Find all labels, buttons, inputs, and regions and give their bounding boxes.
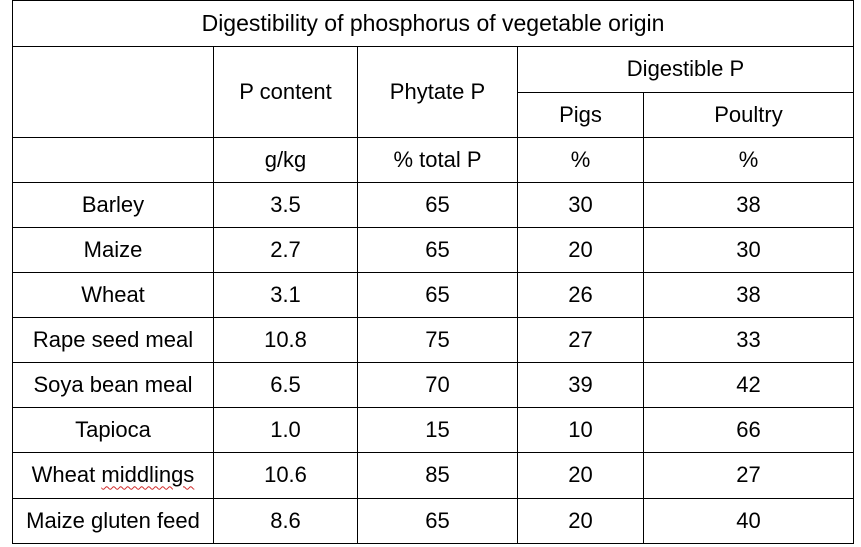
header-empty-cell [12, 46, 214, 138]
unit-poultry: % [643, 137, 854, 183]
unit-p-content: g/kg [213, 137, 358, 183]
unit-pigs: % [517, 137, 644, 183]
cell-p-content: 8.6 [213, 498, 358, 544]
cell-pigs: 30 [517, 182, 644, 228]
units-empty-cell [12, 137, 214, 183]
cell-poultry: 27 [643, 452, 854, 499]
cell-pigs: 10 [517, 407, 644, 453]
row-label-prefix: Wheat [31, 462, 102, 488]
cell-p-content: 3.1 [213, 272, 358, 318]
header-row-top: P content Phytate P Digestible P [12, 46, 854, 138]
row-label: Wheat [12, 272, 214, 318]
row-label: Barley [12, 182, 214, 228]
spellcheck-underlined-word: middlings [101, 462, 195, 488]
phosphorus-digestibility-table: Digestibility of phosphorus of vegetable… [12, 0, 854, 544]
cell-poultry: 66 [643, 407, 854, 453]
table-row: Maize 2.7 65 20 30 [12, 227, 854, 273]
cell-phytate-p: 65 [357, 498, 518, 544]
table-row: Wheat 3.1 65 26 38 [12, 272, 854, 318]
table-row: Maize gluten feed 8.6 65 20 40 [12, 498, 854, 544]
header-phytate-p: Phytate P [357, 46, 518, 138]
cell-pigs: 26 [517, 272, 644, 318]
table-row: Tapioca 1.0 15 10 66 [12, 407, 854, 453]
cell-phytate-p: 65 [357, 182, 518, 228]
header-p-content: P content [213, 46, 358, 138]
header-row-sub: Pigs Poultry [13, 92, 854, 138]
cell-pigs: 20 [517, 498, 644, 544]
row-label: Rape seed meal [12, 317, 214, 363]
cell-poultry: 40 [643, 498, 854, 544]
cell-p-content: 10.6 [213, 452, 358, 499]
cell-pigs: 39 [517, 362, 644, 408]
cell-p-content: 1.0 [213, 407, 358, 453]
cell-poultry: 42 [643, 362, 854, 408]
table-title: Digestibility of phosphorus of vegetable… [12, 0, 854, 47]
table-row: Wheat middlings 10.6 85 20 27 [12, 452, 854, 499]
row-label: Tapioca [12, 407, 214, 453]
cell-pigs: 27 [517, 317, 644, 363]
cell-phytate-p: 65 [357, 272, 518, 318]
unit-phytate-p: % total P [357, 137, 518, 183]
header-pigs: Pigs [517, 92, 644, 138]
units-row: g/kg % total P % % [12, 137, 854, 183]
cell-pigs: 20 [517, 227, 644, 273]
cell-phytate-p: 65 [357, 227, 518, 273]
cell-pigs: 20 [517, 452, 644, 499]
cell-poultry: 33 [643, 317, 854, 363]
cell-p-content: 10.8 [213, 317, 358, 363]
row-label: Soya bean meal [12, 362, 214, 408]
cell-p-content: 6.5 [213, 362, 358, 408]
table-row: Rape seed meal 10.8 75 27 33 [12, 317, 854, 363]
header-poultry: Poultry [643, 92, 854, 138]
title-row: Digestibility of phosphorus of vegetable… [12, 0, 854, 47]
cell-p-content: 2.7 [213, 227, 358, 273]
cell-phytate-p: 75 [357, 317, 518, 363]
cell-poultry: 30 [643, 227, 854, 273]
cell-phytate-p: 85 [357, 452, 518, 499]
cell-phytate-p: 70 [357, 362, 518, 408]
cell-poultry: 38 [643, 272, 854, 318]
row-label: Maize gluten feed [12, 498, 214, 544]
cell-poultry: 38 [643, 182, 854, 228]
cell-phytate-p: 15 [357, 407, 518, 453]
row-label: Maize [12, 227, 214, 273]
row-label: Wheat middlings [12, 452, 214, 499]
header-digestible-p: Digestible P [517, 46, 854, 93]
table-row: Soya bean meal 6.5 70 39 42 [12, 362, 854, 408]
table-row: Barley 3.5 65 30 38 [12, 182, 854, 228]
cell-p-content: 3.5 [213, 182, 358, 228]
